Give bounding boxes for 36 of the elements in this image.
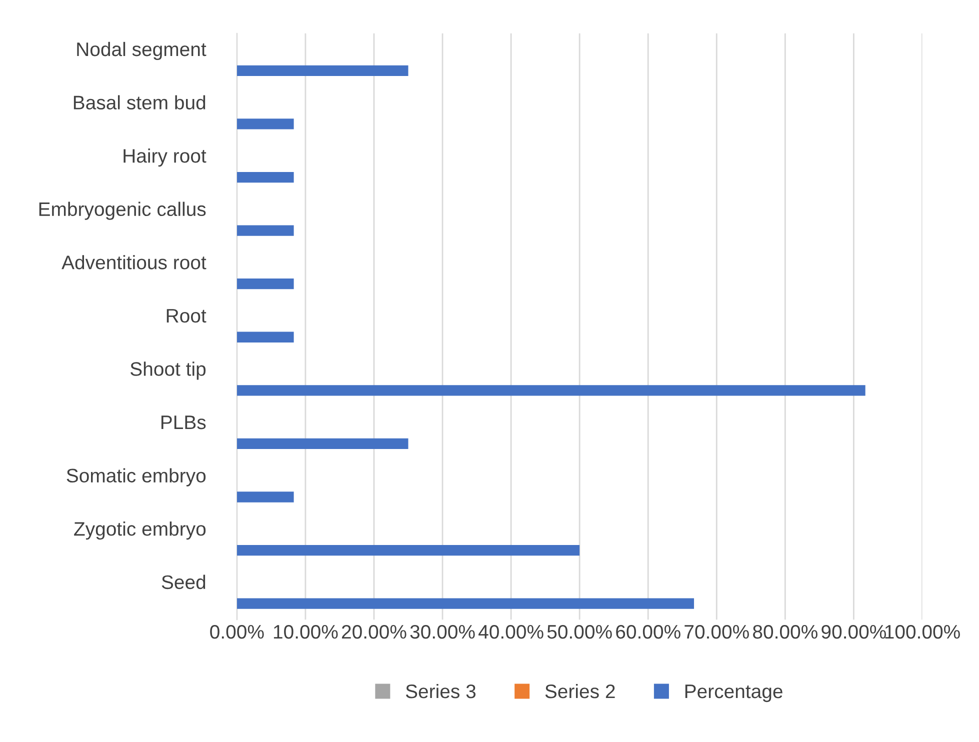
y-tick-label: Somatic embryo: [66, 468, 206, 486]
x-tick-label: 30.00%: [410, 624, 475, 639]
y-tick-label: Seed: [162, 574, 206, 590]
x-tick-label: 20.00%: [342, 624, 406, 639]
bar: [236, 118, 294, 130]
legend-label: Series 2: [545, 684, 615, 698]
x-tick-label: 70.00%: [684, 624, 749, 639]
y-tick-label: Basal stem bud: [74, 95, 206, 110]
x-tick-label: 40.00%: [478, 624, 544, 639]
bar: [236, 438, 408, 450]
x-tick-label: 80.00%: [753, 624, 818, 639]
x-tick-label: 50.00%: [547, 624, 612, 639]
bar: [236, 598, 694, 609]
legend-label: Percentage: [685, 684, 782, 702]
bar: [236, 172, 294, 183]
y-tick-label: Adventitious root: [62, 255, 206, 270]
legend-label: Series 3: [406, 684, 476, 698]
bar: [236, 65, 408, 76]
y-tick-label: Embryogenic callus: [39, 202, 206, 220]
y-tick-label: Nodal segment: [77, 42, 206, 60]
y-tick-label: PLBs: [161, 416, 206, 430]
bar: [236, 332, 294, 342]
bar: [236, 278, 294, 290]
x-tick-label: 90.00%: [822, 624, 886, 639]
x-tick-label: 0.00%: [210, 624, 264, 639]
y-tick-label: Root: [166, 309, 206, 323]
bar: [236, 225, 294, 236]
x-tick-label: 60.00%: [616, 624, 680, 639]
y-tick-label: Shoot tip: [130, 362, 206, 380]
y-tick-label: Hairy root: [124, 148, 206, 167]
x-tick-label: 10.00%: [274, 624, 338, 639]
bar: [236, 385, 866, 396]
bar: [236, 544, 580, 556]
bar: [236, 492, 294, 502]
x-tick-label: 100.00%: [885, 624, 960, 639]
y-tick-label: Zygotic embryo: [74, 522, 206, 540]
